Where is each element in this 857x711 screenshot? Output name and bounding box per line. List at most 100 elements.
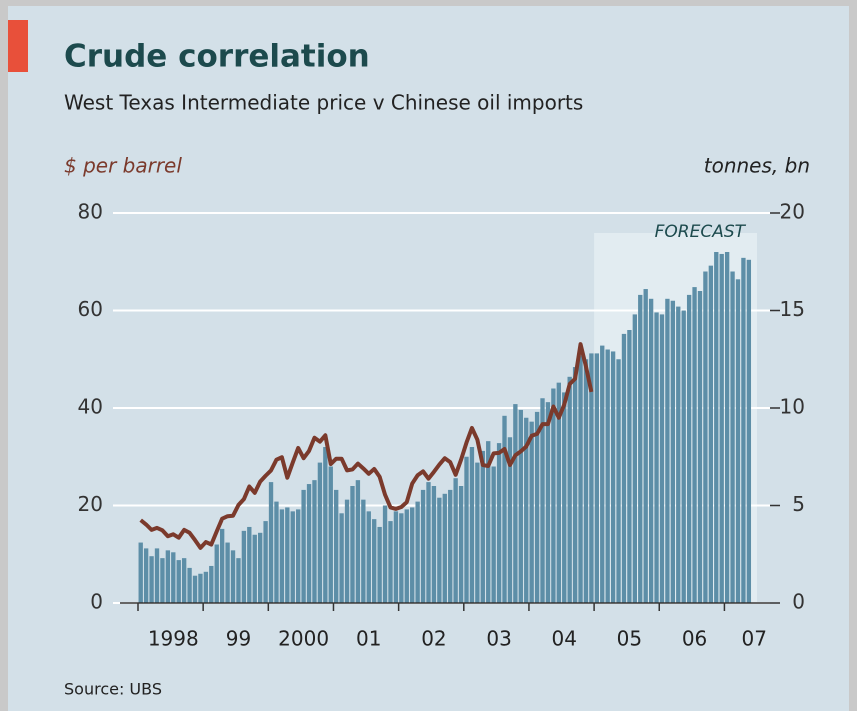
bar: [230, 550, 236, 603]
bar: [198, 573, 203, 603]
bar: [589, 353, 594, 603]
bar: [165, 550, 171, 603]
bar: [670, 300, 676, 603]
bar: [274, 501, 279, 603]
bar: [524, 417, 529, 603]
bar: [350, 486, 355, 603]
bar: [399, 513, 404, 603]
bar: [312, 480, 317, 603]
bar: [236, 558, 241, 603]
bar: [486, 441, 491, 603]
bar: [323, 447, 328, 603]
bar: [540, 398, 545, 603]
bar: [556, 382, 561, 603]
bar: [686, 294, 692, 603]
bar: [562, 392, 567, 603]
y-tick-label: 0: [90, 590, 103, 614]
bar: [600, 345, 605, 603]
y2-tick-label: 10: [780, 395, 805, 419]
bar: [225, 542, 230, 603]
bar: [502, 415, 507, 603]
bar: [681, 310, 686, 603]
y2-tick-label: 20: [780, 200, 805, 224]
red-tab: [8, 20, 28, 72]
bar: [480, 450, 485, 603]
bar: [475, 462, 480, 603]
bar: [187, 567, 192, 603]
bar: [143, 548, 149, 603]
bar: [724, 252, 730, 603]
bar: [442, 493, 447, 603]
bar: [306, 484, 312, 603]
bar: [551, 388, 556, 603]
bar: [171, 552, 176, 603]
x-tick-label: 1998: [148, 627, 199, 651]
bar: [627, 330, 632, 603]
chart-subtitle: West Texas Intermediate price v Chinese …: [64, 91, 583, 115]
source: Source: UBS: [64, 680, 162, 699]
bar: [247, 526, 252, 603]
bar: [334, 489, 339, 603]
x-tick-label: 04: [552, 627, 577, 651]
bar: [437, 497, 442, 603]
x-tick-label: 07: [742, 627, 767, 651]
y-tick-label: 20: [78, 492, 103, 516]
bar: [458, 486, 464, 603]
bar: [648, 298, 654, 603]
bar: [301, 489, 306, 603]
bar: [328, 466, 333, 603]
bar: [659, 314, 665, 603]
bar: [638, 294, 643, 603]
bar: [241, 530, 247, 603]
bar: [317, 462, 323, 603]
bar: [285, 507, 290, 603]
forecast-region: [594, 233, 757, 603]
bar: [257, 532, 263, 603]
bar: [545, 402, 551, 603]
bar: [279, 509, 285, 603]
bar: [219, 528, 225, 603]
bar: [366, 511, 371, 603]
x-tick-label: 06: [682, 627, 707, 651]
bar: [583, 359, 589, 603]
bar: [181, 558, 187, 603]
bar: [252, 534, 257, 603]
bar: [176, 560, 181, 603]
x-tick-label: 01: [356, 627, 381, 651]
bar: [741, 257, 746, 603]
bar: [426, 482, 431, 603]
bar: [214, 544, 219, 603]
x-tick-label: 2000: [278, 627, 329, 651]
bar: [296, 509, 301, 603]
y2-tick-label: 5: [792, 492, 805, 516]
bar: [393, 511, 399, 603]
bar: [507, 437, 513, 603]
bar: [453, 478, 458, 603]
bar: [410, 507, 415, 603]
bar: [518, 409, 523, 603]
bar: [263, 521, 268, 603]
chart-title: Crude correlation: [64, 39, 370, 75]
y2-tick-label: 15: [780, 297, 805, 321]
bar: [268, 482, 274, 603]
bar: [361, 499, 366, 603]
bar: [594, 353, 599, 603]
bar: [616, 359, 621, 603]
y-tick-label: 40: [78, 395, 103, 419]
bar: [382, 505, 388, 603]
bar: [708, 265, 714, 603]
bar: [491, 466, 496, 603]
bar: [154, 548, 160, 603]
y-tick-label: 80: [78, 200, 103, 224]
bar: [431, 486, 437, 603]
y2-axis-label: tonnes, bn: [704, 154, 810, 178]
bar: [578, 355, 583, 603]
bar: [448, 489, 453, 603]
bar: [746, 259, 752, 603]
bar: [676, 306, 681, 603]
bar: [203, 571, 209, 603]
bar: [665, 298, 670, 603]
x-tick-label: 02: [421, 627, 446, 651]
